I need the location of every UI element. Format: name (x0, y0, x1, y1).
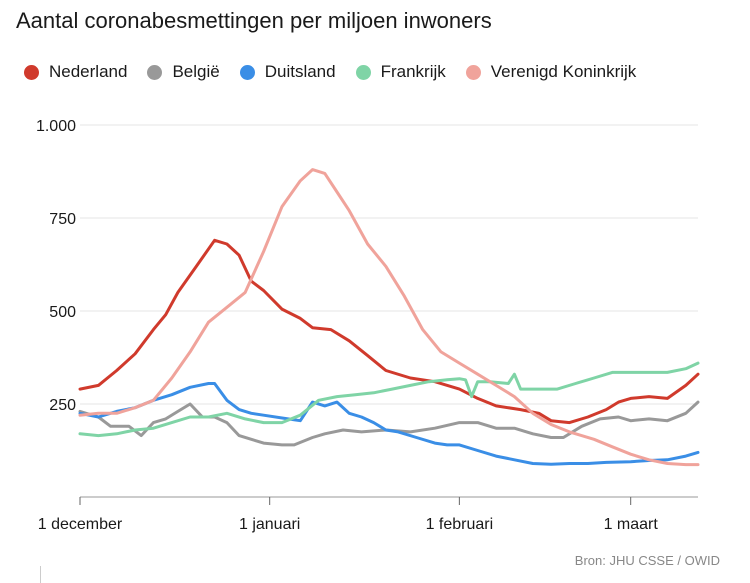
series-line-nederland (78, 238, 700, 425)
y-tick-label: 250 (49, 397, 76, 414)
series-lines (78, 168, 700, 467)
legend: Nederland België Duitsland Frankrijk Ver… (24, 62, 656, 82)
legend-item-verenigd-koninkrijk: Verenigd Koninkrijk (465, 62, 637, 82)
legend-dot-frankrijk (355, 64, 371, 80)
source-note: Bron: JHU CSSE / OWID (574, 553, 720, 568)
x-tick-label: 1 december (38, 516, 123, 533)
legend-dot-nederland (24, 64, 39, 80)
legend-label-verenigd-koninkrijk: Verenigd Koninkrijk (490, 62, 637, 81)
legend-item-belgie: België (147, 62, 220, 82)
legend-dot-verenigd-koninkrijk (465, 64, 481, 80)
series-line-frankrijk (78, 361, 700, 438)
chart-title: Aantal coronabesmettingen per miljoen in… (16, 8, 492, 33)
legend-label-duitsland: Duitsland (264, 62, 336, 81)
x-tick-label: 1 januari (239, 516, 300, 533)
footer-divider (40, 566, 41, 583)
x-axis: 1 december 1 januari 1 februari 1 maart (38, 496, 698, 533)
legend-item-frankrijk: Frankrijk (355, 62, 446, 82)
legend-dot-belgie (147, 64, 163, 80)
grid (80, 124, 698, 405)
series-line-belgie (78, 400, 700, 447)
series-line-verenigd-koninkrijk (78, 168, 700, 467)
y-tick-label: 750 (49, 211, 76, 228)
legend-dot-duitsland (239, 64, 255, 80)
x-tick-label: 1 februari (426, 516, 494, 533)
y-tick-label: 500 (49, 304, 76, 321)
legend-label-frankrijk: Frankrijk (380, 62, 446, 81)
legend-label-nederland: Nederland (49, 62, 128, 81)
legend-label-belgie: België (172, 62, 220, 81)
x-tick-label: 1 maart (604, 516, 659, 533)
y-tick-label: 1.000 (36, 118, 76, 135)
series-line-duitsland (78, 382, 700, 466)
y-axis-ticks: 250 500 750 1.000 (36, 118, 76, 414)
legend-item-duitsland: Duitsland (239, 62, 336, 82)
legend-item-nederland: Nederland (24, 62, 127, 82)
